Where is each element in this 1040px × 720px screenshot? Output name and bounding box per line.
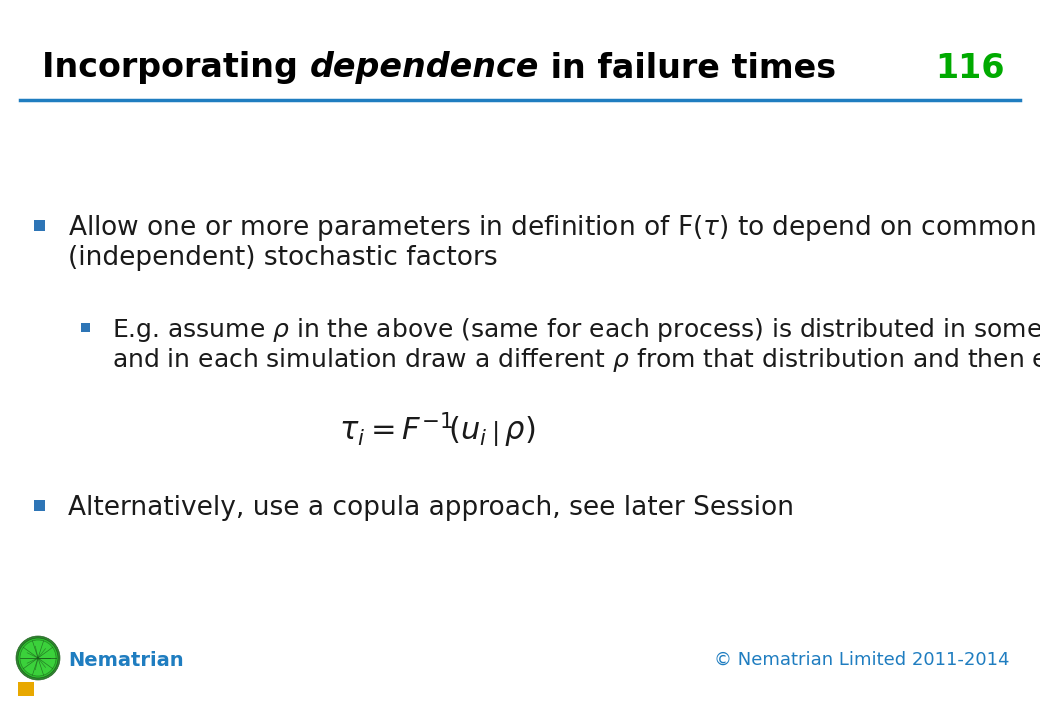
- Bar: [81, 323, 90, 331]
- Bar: [34, 500, 45, 510]
- Circle shape: [18, 638, 58, 678]
- Text: Alternatively, use a copula approach, see later Session: Alternatively, use a copula approach, se…: [68, 495, 794, 521]
- Text: in failure times: in failure times: [539, 52, 836, 84]
- Circle shape: [20, 640, 56, 676]
- Text: (independent) stochastic factors: (independent) stochastic factors: [68, 245, 497, 271]
- Text: $\tau_i = F^{-1}\!\left(u_i\,\middle|\,\rho\right)$: $\tau_i = F^{-1}\!\left(u_i\,\middle|\,\…: [339, 410, 535, 450]
- Text: © Nematrian Limited 2011-2014: © Nematrian Limited 2011-2014: [714, 651, 1010, 669]
- Text: Nematrian: Nematrian: [68, 650, 184, 670]
- Text: Allow one or more parameters in definition of F($\tau$) to depend on common: Allow one or more parameters in definiti…: [68, 213, 1036, 243]
- Text: 116: 116: [936, 52, 1005, 84]
- Bar: [34, 220, 45, 230]
- Text: Incorporating: Incorporating: [42, 52, 310, 84]
- Text: dependence: dependence: [310, 52, 539, 84]
- Circle shape: [16, 636, 60, 680]
- Text: and in each simulation draw a different $\rho$ from that distribution and then e: and in each simulation draw a different …: [112, 346, 1040, 374]
- Bar: [18, 682, 34, 696]
- Text: E.g. assume $\rho$ in the above (same for each process) is distributed in some f: E.g. assume $\rho$ in the above (same fo…: [112, 316, 1040, 344]
